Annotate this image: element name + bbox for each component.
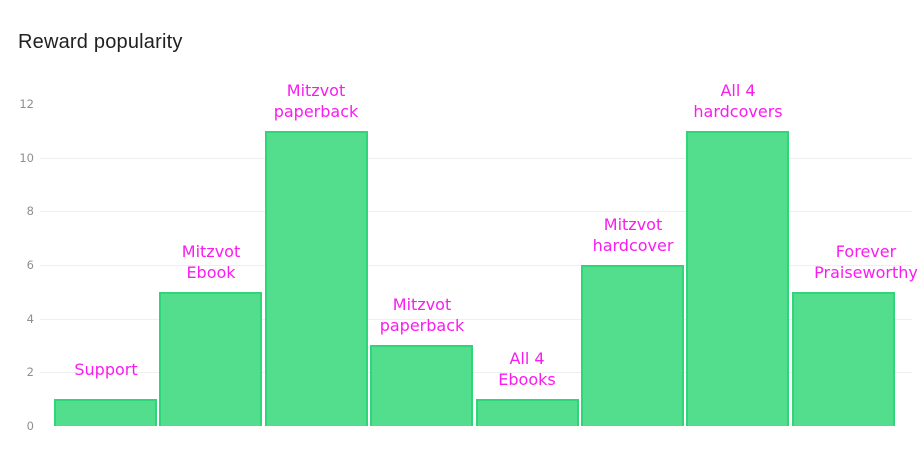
bar-mitzvot-paperback[interactable] — [265, 131, 368, 426]
bar-label-line: paperback — [273, 102, 359, 121]
y-tick-label: 2 — [26, 365, 34, 379]
bar-mitzvot-hardcover[interactable] — [581, 265, 684, 426]
bar-label: Mitzvot hardcover — [513, 214, 753, 256]
bar-forever-praiseworthy[interactable] — [792, 292, 895, 426]
y-tick-label: 12 — [19, 97, 34, 111]
bar-label: All 4 hardcovers — [618, 80, 858, 122]
bar-label: Support — [0, 359, 226, 380]
bar-label-line: All 4 — [509, 349, 545, 368]
bar-all-4-ebooks[interactable] — [476, 399, 579, 426]
bar-label: All 4 Ebooks — [407, 348, 647, 390]
bar-label: Mitzvot paperback — [302, 294, 542, 336]
bar-label-line: Mitzvot — [603, 215, 663, 234]
bar-label-line: hardcover — [592, 236, 674, 255]
gridline — [40, 265, 912, 266]
bar-label-line: Mitzvot — [286, 81, 346, 100]
bar-label-line: All 4 — [720, 81, 756, 100]
bar-mitzvot-paperback[interactable] — [370, 345, 473, 426]
y-tick-label: 6 — [26, 258, 34, 272]
bar-label-line: Forever — [835, 242, 897, 261]
bar-label-line: Mitzvot — [392, 295, 452, 314]
y-tick-label: 4 — [26, 312, 34, 326]
bar-label: Forever Praiseworthy — [746, 241, 924, 283]
bar-label-line: Praiseworthy — [814, 263, 918, 282]
bar-support[interactable] — [54, 399, 157, 426]
bar-label: Mitzvot paperback — [196, 80, 436, 122]
bar-label-line: Ebook — [186, 263, 236, 282]
gridline — [40, 372, 912, 373]
bar-all-4-hardcovers[interactable] — [686, 131, 789, 426]
gridline — [40, 319, 912, 320]
gridline — [40, 211, 912, 212]
bar-label: Mitzvot Ebook — [91, 241, 331, 283]
bar-label-line: Support — [74, 360, 138, 379]
bar-label-line: Ebooks — [498, 370, 556, 389]
bar-label-line: Mitzvot — [181, 242, 241, 261]
bar-label-line: hardcovers — [693, 102, 783, 121]
y-tick-label: 10 — [19, 151, 34, 165]
bar-label-line: paperback — [379, 316, 465, 335]
y-tick-label: 0 — [26, 419, 34, 433]
bar-mitzvot-ebook[interactable] — [159, 292, 262, 426]
gridline — [40, 158, 912, 159]
chart-title: Reward popularity — [18, 31, 183, 53]
y-tick-label: 8 — [26, 204, 34, 218]
